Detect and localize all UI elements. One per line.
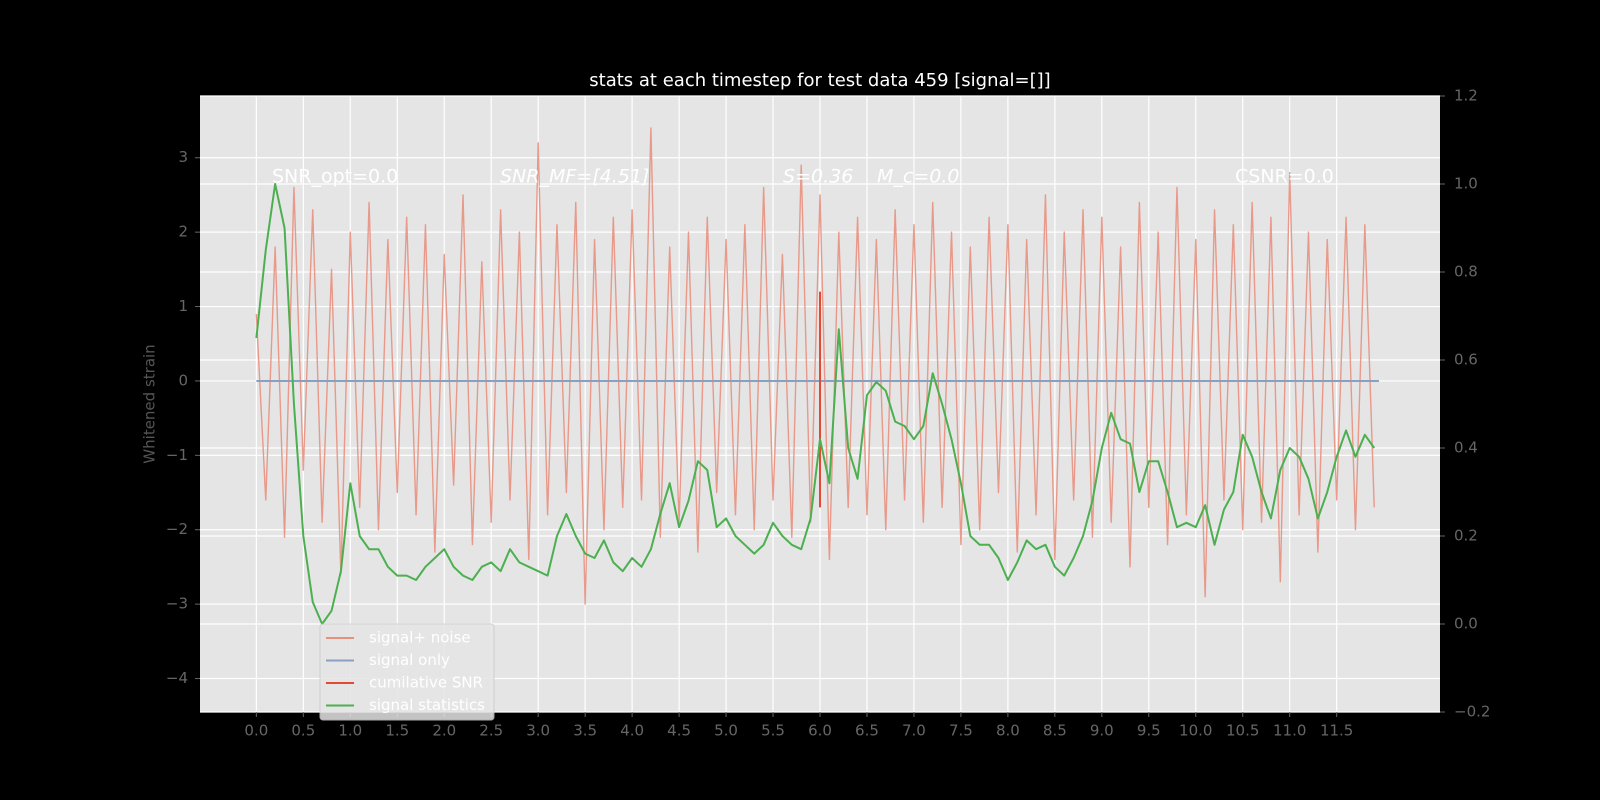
x-tick-label: 1.5	[385, 722, 409, 740]
x-tick-label: 0.5	[291, 722, 315, 740]
x-tick-label: 3.0	[526, 722, 550, 740]
legend: signal+ noise signal only cumilative SNR si…	[319, 623, 495, 721]
x-tick-label: 3.5	[573, 722, 597, 740]
x-tick-label: 9.5	[1137, 722, 1161, 740]
x-tick-label: 7.5	[949, 722, 973, 740]
series-line	[255, 183, 1376, 625]
y-tick-label: −4	[166, 669, 188, 687]
x-tick-label: 8.5	[1043, 722, 1067, 740]
x-tick-label: 6.5	[855, 722, 879, 740]
x-tick-label: 2.5	[479, 722, 503, 740]
y2-tick-label: 0.8	[1454, 263, 1478, 281]
series-line	[255, 127, 1375, 605]
y2-tick-label: 0.6	[1454, 351, 1478, 369]
annotation: S=0.36	[783, 166, 853, 188]
legend-label: signal+ noise	[369, 629, 471, 647]
y-tick-label: −3	[166, 595, 188, 613]
y2-tick-label: 1.0	[1454, 175, 1478, 193]
x-tick-label: 11.5	[1320, 722, 1353, 740]
annotation: M_c=0.0	[877, 166, 959, 188]
x-tick-label: 5.5	[761, 722, 785, 740]
annotation: SNR_opt=0.0	[272, 166, 398, 188]
x-tick-label: 7.0	[902, 722, 926, 740]
x-tick-label: 6.0	[808, 722, 832, 740]
legend-label: cumilative SNR	[369, 674, 483, 692]
x-tick-label: 4.0	[620, 722, 644, 740]
y-axis-label: Whitened strain	[141, 344, 159, 463]
y2-tick-label: −0.2	[1454, 703, 1490, 721]
chart-title: stats at each timestep for test data 459…	[589, 70, 1050, 91]
y2-tick-label: 0.4	[1454, 439, 1478, 457]
x-tick-label: 1.0	[338, 722, 362, 740]
y-tick-label: 3	[178, 148, 188, 166]
y2-tick-label: 0.0	[1454, 615, 1478, 633]
x-tick-label: 5.0	[714, 722, 738, 740]
x-tick-label: 0.0	[244, 722, 268, 740]
legend-label: signal only	[369, 651, 450, 669]
x-tick-label: 11.0	[1273, 722, 1306, 740]
y-tick-label: 0	[178, 371, 188, 389]
x-tick-label: 4.5	[667, 722, 691, 740]
x-tick-label: 8.0	[996, 722, 1020, 740]
y-tick-label: 2	[178, 223, 188, 241]
legend-box	[319, 623, 495, 721]
y2-tick-label: 0.2	[1454, 527, 1478, 545]
annotation: SNR_MF=[4.51]	[500, 166, 649, 188]
y-tick-label: −1	[166, 446, 188, 464]
y2-tick-label: 1.2	[1454, 87, 1478, 105]
annotation: CSNR=0.0	[1235, 166, 1334, 188]
y-tick-label: 1	[178, 297, 188, 315]
x-tick-label: 9.0	[1090, 722, 1114, 740]
x-tick-label: 10.0	[1179, 722, 1212, 740]
x-tick-label: 2.0	[432, 722, 456, 740]
legend-label: signal statistics	[369, 696, 485, 714]
x-tick-label: 10.5	[1226, 722, 1259, 740]
y-tick-label: −2	[166, 520, 188, 538]
